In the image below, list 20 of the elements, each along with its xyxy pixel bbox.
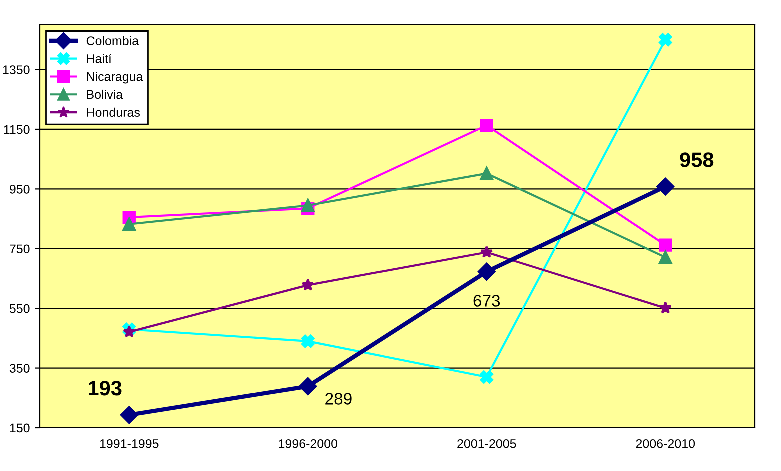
legend-label: Colombia: [86, 36, 140, 46]
y-tick-label: 750: [10, 244, 30, 254]
data-label: 193: [89, 381, 122, 396]
y-tick-label: 950: [10, 184, 30, 194]
x-tick-label: 1996-2000: [279, 439, 338, 448]
legend-label: Honduras: [87, 108, 140, 118]
legend-label: Bolivia: [87, 90, 124, 100]
legend-label: Nicaragua: [87, 72, 144, 84]
y-tick-label: 150: [10, 424, 30, 433]
x-tick-label: 2006-2010: [636, 439, 696, 448]
data-label: 673: [474, 295, 500, 307]
x-tick-label: 1991-1995: [100, 439, 159, 448]
data-label: 289: [326, 393, 352, 405]
y-tick-label: 550: [10, 304, 30, 314]
data-label: 958: [680, 152, 714, 168]
y-tick-label: 1150: [4, 125, 30, 134]
y-tick-label: 1350: [3, 66, 30, 74]
legend-label: Haití: [87, 54, 112, 64]
x-tick-label: 2001-2005: [458, 439, 516, 448]
y-tick-label: 350: [10, 364, 30, 373]
